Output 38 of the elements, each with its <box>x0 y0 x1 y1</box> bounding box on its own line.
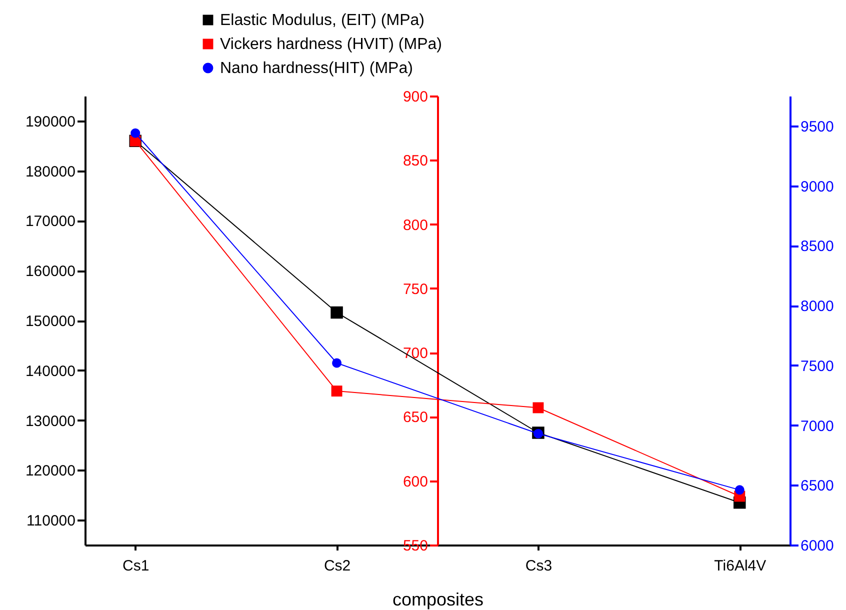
point <box>734 485 744 495</box>
y-tick-label: 130000 <box>25 412 76 430</box>
legend-label: Nano hardness(HIT) (MPa) <box>220 60 413 77</box>
point <box>330 306 343 319</box>
y-tick-label: 150000 <box>25 313 76 330</box>
y2-tick-label: 9500 <box>800 118 834 136</box>
y2-tick-label: 8500 <box>800 238 834 256</box>
x-tick-label: Ti6Al4V <box>714 558 766 574</box>
y3-tick-label: 800 <box>402 216 428 234</box>
y-tick-label: 110000 <box>26 512 76 530</box>
y2-tick-label: 6000 <box>800 538 834 554</box>
y2-tick-label: 7500 <box>800 358 834 375</box>
point <box>532 402 544 414</box>
y3-tick-label: 600 <box>402 473 428 490</box>
y-tick-label: 190000 <box>25 113 76 130</box>
x-axis-title: composites <box>392 590 484 610</box>
y2-tick-label: 8000 <box>800 298 834 316</box>
y-tick-label: 180000 <box>25 163 76 180</box>
x-tick-label: Cs2 <box>324 558 351 574</box>
y-tick-label: 120000 <box>25 462 76 480</box>
x-tick-label: Cs1 <box>122 558 150 574</box>
y2-tick-label: 6500 <box>800 478 834 495</box>
y2-tick-label: 7000 <box>800 418 834 435</box>
y3-tick-label: 850 <box>402 152 428 170</box>
x-tick-label: Cs3 <box>525 558 552 574</box>
point <box>331 386 342 397</box>
point <box>130 128 140 138</box>
y-tick-label: 170000 <box>25 213 76 230</box>
y3-tick-label: 900 <box>402 88 428 106</box>
y3-tick-label: 750 <box>402 280 428 298</box>
y-tick-label: 160000 <box>25 263 76 280</box>
y2-tick-label: 9000 <box>800 178 834 196</box>
y3-tick-label: 700 <box>402 345 428 362</box>
legend-label: Elastic Modulus, (EIT) (MPa) <box>220 12 424 29</box>
legend-label: Vickers hardness (HVIT) (MPa) <box>220 36 442 53</box>
y-tick-label: 140000 <box>25 362 76 380</box>
point <box>332 358 342 368</box>
y3-tick-label: 650 <box>402 409 428 426</box>
